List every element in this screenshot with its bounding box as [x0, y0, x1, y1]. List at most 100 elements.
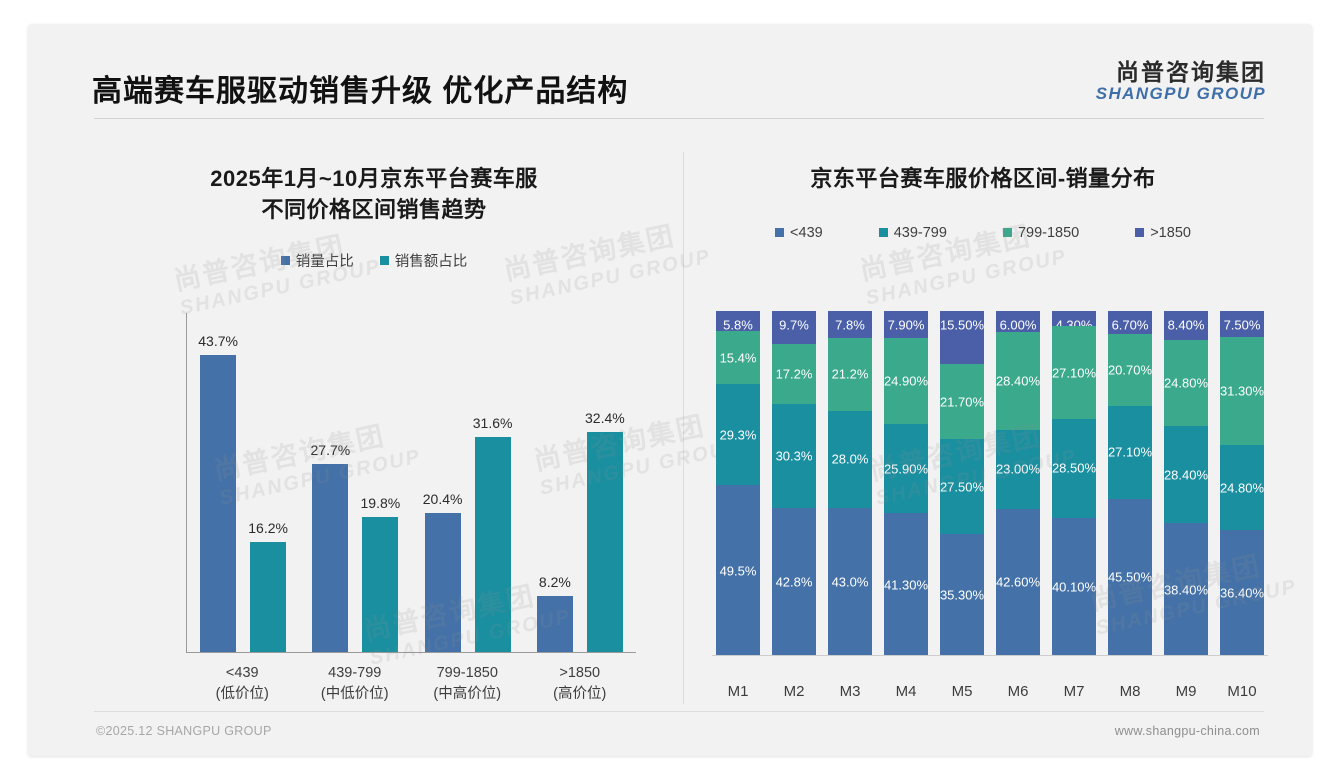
stacked-bar-segment[interactable]: 23.00% — [996, 429, 1040, 509]
bar[interactable] — [536, 596, 573, 652]
grouped-bar-plot-area: 43.7% 16.2% 27.7% 19.8% 20.4% 31.6% 8.2% 32.4% — [186, 313, 636, 653]
stacked-segment-value-label: 28.0% — [831, 451, 869, 467]
legend-label: 799-1850 — [1017, 224, 1080, 241]
stacked-bar-segment[interactable]: 6.00% — [996, 311, 1040, 333]
stacked-bar-axis-line — [712, 655, 1268, 656]
stacked-bar-segment[interactable]: 7.90% — [884, 311, 928, 339]
legend-item[interactable]: <439 — [775, 225, 823, 241]
legend-item[interactable]: 销售额占比 — [379, 250, 468, 271]
stacked-bar-segment[interactable]: 27.10% — [1052, 325, 1096, 420]
bar-column[interactable]: 43.7% — [198, 313, 238, 652]
stacked-bar-segment[interactable]: 27.50% — [939, 439, 985, 535]
stacked-bar-segment[interactable]: 6.70% — [1108, 311, 1152, 335]
stacked-bar-segment[interactable]: 49.5% — [716, 485, 760, 656]
stacked-bar-column[interactable]: 4.30% 27.10% 28.50% 40.10% — [1052, 311, 1096, 656]
bar[interactable] — [200, 354, 237, 652]
bar[interactable] — [586, 431, 623, 652]
legend-item[interactable]: >1850 — [1135, 225, 1191, 241]
x-axis-month-label: M8 — [1119, 683, 1141, 700]
slide-frame: 高端赛车服驱动销售升级 优化产品结构 尚普咨询集团 SHANGPU GROUP … — [28, 24, 1312, 756]
stacked-bar-segment[interactable]: 24.90% — [883, 338, 929, 425]
bar-group: 43.7% 16.2% — [193, 313, 293, 652]
bar[interactable] — [250, 541, 287, 652]
bar-column[interactable]: 31.6% — [473, 313, 512, 652]
bar-value-label: 19.8% — [360, 495, 401, 512]
bar[interactable] — [424, 513, 461, 652]
legend-swatch-icon — [379, 255, 389, 265]
stacked-bar-segment[interactable]: 28.40% — [1164, 425, 1208, 524]
stacked-segment-value-label: 41.30% — [883, 577, 929, 593]
stacked-segment-value-label: 28.40% — [995, 373, 1041, 389]
stacked-bar-segment[interactable]: 25.90% — [884, 424, 928, 514]
stacked-segment-value-label: 27.50% — [939, 479, 985, 495]
logo-chinese-text: 尚普咨询集团 — [1116, 59, 1266, 85]
stacked-bar-segment[interactable]: 20.70% — [1108, 334, 1152, 406]
bar-column[interactable]: 19.8% — [360, 313, 401, 652]
brand-logo: 尚普咨询集团 SHANGPU GROUP — [1096, 60, 1266, 103]
stacked-segment-value-label: 28.50% — [1051, 460, 1097, 476]
stacked-bar-column[interactable]: 5.8% 15.4% 29.3% 49.5% — [716, 311, 760, 656]
stacked-bar-segment[interactable]: 42.60% — [996, 509, 1040, 656]
stacked-bar-column[interactable]: 6.70% 20.70% 27.10% 45.50% — [1108, 311, 1152, 656]
stacked-bar-segment[interactable]: 31.30% — [1220, 336, 1264, 445]
stacked-bar-segment[interactable]: 24.80% — [1164, 339, 1208, 426]
stacked-bar-segment[interactable]: 28.50% — [1051, 419, 1097, 518]
legend-label: 销售额占比 — [394, 253, 468, 270]
bar-column[interactable]: 20.4% — [423, 313, 462, 652]
bar[interactable] — [362, 517, 399, 652]
stacked-bar-segment[interactable]: 36.40% — [1220, 530, 1264, 656]
stacked-bar-segment[interactable]: 35.30% — [940, 534, 984, 656]
stacked-bar-segment[interactable]: 15.50% — [940, 311, 984, 365]
stacked-bar-column[interactable]: 7.90% 24.90% 25.90% 41.30% — [884, 311, 928, 656]
stacked-segment-value-label: 36.40% — [1219, 585, 1265, 601]
stacked-bar-segment[interactable]: 28.0% — [828, 411, 872, 508]
stacked-bar-column[interactable]: 9.7% 17.2% 30.3% 42.8% — [772, 311, 816, 656]
stacked-bar-column[interactable]: 6.00% 28.40% 23.00% 42.60% — [996, 311, 1040, 656]
legend-swatch-icon — [878, 228, 888, 238]
bar[interactable] — [474, 437, 511, 652]
bar-group: 20.4% 31.6% — [418, 313, 518, 652]
stacked-bar-segment[interactable]: 40.10% — [1052, 517, 1096, 656]
stacked-bar-segment[interactable]: 8.40% — [1164, 311, 1208, 340]
stacked-bar-segment[interactable]: 21.2% — [828, 337, 872, 412]
stacked-bar-segment[interactable]: 17.2% — [772, 344, 816, 404]
legend-item[interactable]: 439-799 — [878, 225, 947, 241]
stacked-segment-value-label: 24.80% — [1219, 480, 1265, 496]
stacked-bar-column[interactable]: 15.50% 21.70% 27.50% 35.30% — [940, 311, 984, 656]
stacked-bar-segment[interactable]: 15.4% — [716, 331, 760, 385]
bar-column[interactable]: 27.7% — [311, 313, 350, 652]
stacked-bar-segment[interactable]: 4.30% — [1052, 311, 1096, 333]
bar-column[interactable]: 32.4% — [585, 313, 625, 652]
stacked-segment-value-label: 24.90% — [883, 373, 929, 389]
stacked-bar-segment[interactable]: 24.80% — [1219, 444, 1265, 531]
bar[interactable] — [312, 463, 349, 652]
stacked-bar-segment[interactable]: 41.30% — [883, 513, 929, 656]
footer-website: www.shangpu-china.com — [1114, 724, 1260, 738]
legend-item[interactable]: 销量占比 — [280, 250, 354, 271]
stacked-bar-segment[interactable]: 27.10% — [1108, 405, 1152, 499]
stacked-bar-segment[interactable]: 42.8% — [772, 508, 816, 656]
stacked-bar-segment[interactable]: 43.0% — [828, 507, 872, 656]
stacked-bar-segment[interactable]: 7.50% — [1220, 311, 1264, 337]
stacked-bar-segment[interactable]: 38.40% — [1164, 523, 1208, 656]
legend-label: 销量占比 — [295, 253, 354, 270]
stacked-segment-value-label: 5.8% — [723, 317, 753, 333]
stacked-bar-segment[interactable]: 7.8% — [828, 311, 872, 338]
stacked-bar-column[interactable]: 7.50% 31.30% 24.80% 36.40% — [1220, 311, 1264, 656]
bar-column[interactable]: 16.2% — [248, 313, 288, 652]
stacked-bar-segment[interactable]: 9.7% — [772, 311, 816, 345]
legend-item[interactable]: 799-1850 — [1002, 224, 1080, 241]
stacked-bar-column[interactable]: 7.8% 21.2% 28.0% 43.0% — [828, 311, 872, 656]
x-axis-category-name: <439 — [225, 665, 259, 681]
stacked-bar-segment[interactable]: 30.3% — [772, 403, 816, 509]
bar-column[interactable]: 8.2% — [536, 313, 573, 652]
stacked-bar-segment[interactable]: 45.50% — [1108, 499, 1152, 656]
stacked-segment-value-label: 9.7% — [779, 317, 809, 333]
stacked-bar-column[interactable]: 8.40% 24.80% 28.40% 38.40% — [1164, 311, 1208, 656]
stacked-bar-segment[interactable]: 21.70% — [940, 364, 984, 440]
stacked-bar-segment[interactable]: 5.8% — [716, 311, 760, 333]
x-axis-month-label: M2 — [783, 683, 805, 700]
stacked-bar-segment[interactable]: 28.40% — [995, 331, 1041, 430]
stacked-bar-segment[interactable]: 29.3% — [716, 384, 760, 486]
